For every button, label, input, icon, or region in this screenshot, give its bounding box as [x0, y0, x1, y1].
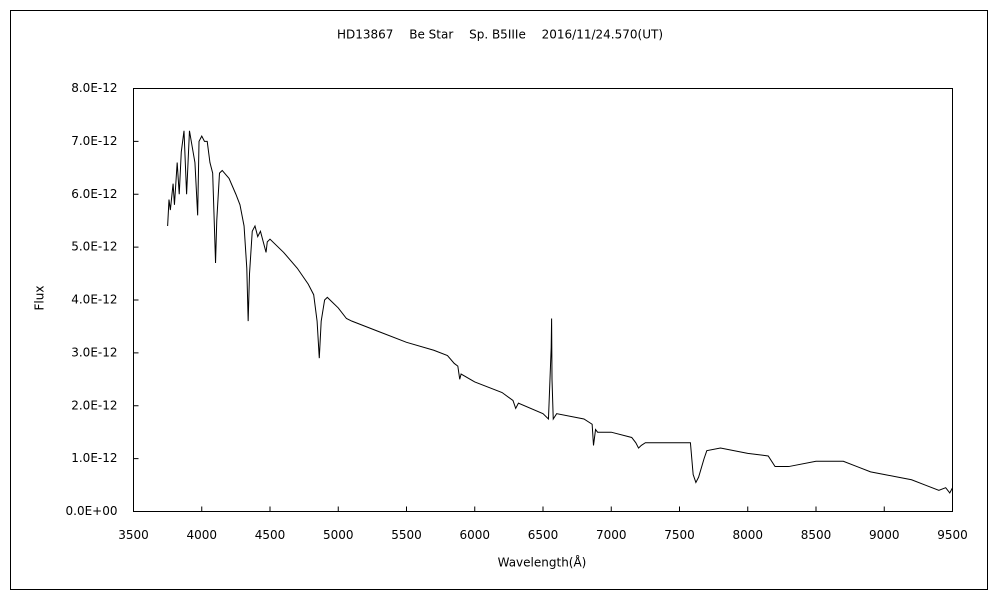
outer-frame — [10, 10, 988, 590]
spectrum-line — [167, 130, 953, 494]
y-tick-label: 1.0E-12 — [71, 451, 117, 465]
x-tick-label: 5000 — [323, 528, 354, 542]
x-tick-label: 8000 — [732, 528, 763, 542]
y-tick-label: 6.0E-12 — [71, 187, 117, 201]
x-tick-label: 8500 — [801, 528, 832, 542]
x-tick-label: 4500 — [255, 528, 286, 542]
x-tick-label: 6000 — [459, 528, 490, 542]
y-tick-label: 7.0E-12 — [71, 134, 117, 148]
x-tick-label: 7500 — [664, 528, 695, 542]
y-tick-label: 3.0E-12 — [71, 345, 117, 359]
y-tick-label: 4.0E-12 — [71, 293, 117, 307]
x-tick-label: 4000 — [186, 528, 217, 542]
plot-frame — [133, 88, 953, 512]
y-tick-label: 0.0E+00 — [66, 504, 118, 518]
y-tick-label: 2.0E-12 — [71, 398, 117, 412]
x-tick-label: 9500 — [937, 528, 968, 542]
x-tick-label: 3500 — [118, 528, 149, 542]
x-tick-label: 9000 — [869, 528, 900, 542]
x-tick-label: 6500 — [528, 528, 559, 542]
x-tick-label: 5500 — [391, 528, 422, 542]
y-axis-label: Flux — [33, 286, 47, 311]
y-tick-label: 8.0E-12 — [71, 81, 117, 95]
y-tick-label: 5.0E-12 — [71, 240, 117, 254]
x-axis-label: Wavelength(Å) — [498, 555, 587, 570]
x-tick-label: 7000 — [596, 528, 627, 542]
chart-title: HD13867 Be Star Sp. B5IIIe 2016/11/24.57… — [337, 28, 663, 42]
